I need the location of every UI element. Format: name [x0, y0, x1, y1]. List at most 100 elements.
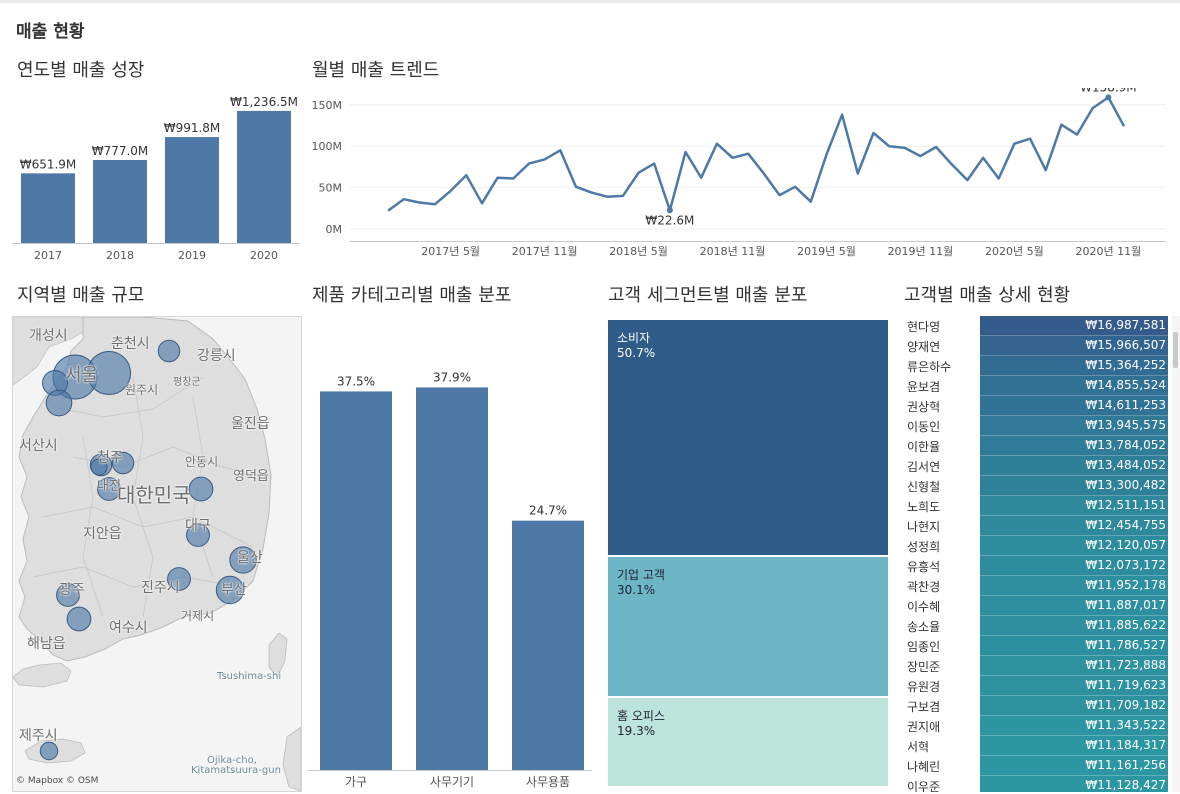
table-row[interactable]: 송소율 ₩11,885,622 [900, 616, 1168, 636]
customer-sales-value: ₩13,784,052 [1085, 438, 1166, 452]
customer-sales-value: ₩11,184,317 [1085, 738, 1166, 752]
customer-name: 류은하수 [907, 360, 952, 374]
category-sales-title: 제품 카테고리별 매출 분포 [312, 285, 512, 306]
category-data-label: 37.5% [337, 374, 375, 388]
map-place-label: 원주시 [125, 383, 159, 397]
monthly-trend-chart: 0M 50M 100M 150M 2017년 5월 2017년 11월 2018년 5월 20… [312, 88, 1166, 258]
monthly-y-tick-label: 150M [312, 99, 343, 112]
customer-name: 노희도 [907, 500, 941, 514]
map-bubble-경북 [188, 476, 214, 502]
customer-sales-value: ₩11,709,182 [1085, 698, 1166, 712]
map-bubble-부산 [215, 575, 245, 605]
customer-name: 곽찬경 [907, 580, 941, 594]
region-sales-map[interactable]: 개성시 춘천시 강릉시 서울 원주시 평창군 울진읍 서산시 청주 안동시 영덕읍 대전 대한민국 대구 지… [12, 316, 302, 792]
yearly-tick-label: 2017 [34, 249, 62, 262]
customer-sales-value: ₩11,719,623 [1085, 678, 1166, 692]
table-row[interactable]: 나현지 ₩12,454,755 [900, 516, 1168, 536]
customer-sales-cell: ₩11,343,522 [980, 716, 1168, 736]
customer-name: 이수혜 [907, 600, 941, 614]
customer-name: 서혁 [907, 740, 930, 754]
customer-sales-cell: ₩14,855,524 [980, 376, 1168, 396]
customer-sales-value: ₩11,723,888 [1085, 658, 1166, 672]
monthly-x-tick-label: 2020년 11월 [1075, 245, 1141, 258]
map-bubble-경기 [86, 350, 132, 396]
monthly-x-tick-label: 2018년 5월 [609, 245, 668, 258]
table-row[interactable]: 서혁 ₩11,184,317 [900, 736, 1168, 756]
category-bar [320, 391, 392, 770]
table-row[interactable]: 김서연 ₩13,484,052 [900, 456, 1168, 476]
customer-sales-value: ₩11,786,527 [1085, 638, 1166, 652]
map-place-label: 서산시 [19, 438, 58, 454]
map-place-label: Ojika-cho, [207, 755, 257, 766]
customer-sales-cell: ₩11,885,622 [980, 616, 1168, 636]
table-row[interactable]: 노희도 ₩12,511,151 [900, 496, 1168, 516]
table-row[interactable]: 구보겸 ₩11,709,182 [900, 696, 1168, 716]
table-row[interactable]: 곽찬경 ₩11,952,178 [900, 576, 1168, 596]
table-row[interactable]: 장민준 ₩11,723,888 [900, 656, 1168, 676]
table-row[interactable]: 나혜린 ₩11,161,256 [900, 756, 1168, 776]
customer-sales-table[interactable]: 현다영 ₩16,987,581 양재연 ₩15,966,507 류은하수 ₩15,364,… [900, 316, 1168, 792]
customer-name: 나현지 [907, 520, 941, 534]
category-sales-chart: 37.5% 가구 37.9% 사무기기 24.7% 사무용품 [308, 370, 592, 789]
top-divider [0, 0, 1180, 3]
scrollbar-thumb[interactable] [1173, 332, 1178, 368]
treemap-cell-label: 홈 오피스 [617, 709, 665, 723]
table-row[interactable]: 이수혜 ₩11,887,017 [900, 596, 1168, 616]
table-row[interactable]: 권지애 ₩11,343,522 [900, 716, 1168, 736]
customer-sales-cell: ₩13,300,482 [980, 476, 1168, 496]
map-bubble-충남 [45, 389, 73, 417]
table-row[interactable]: 이동인 ₩13,945,575 [900, 416, 1168, 436]
table-row[interactable]: 현다영 ₩16,987,581 [900, 316, 1168, 336]
treemap-cell-label: 소비자 [617, 331, 651, 345]
customer-sales-cell: ₩13,945,575 [980, 416, 1168, 436]
customer-sales-value: ₩12,073,172 [1085, 558, 1166, 572]
segment-treemap: 소비자 50.7% 기업 고객 30.1% 홈 오피스 19.3% [608, 320, 888, 788]
yearly-bar [165, 137, 219, 243]
table-row[interactable]: 권상혁 ₩14,611,253 [900, 396, 1168, 416]
segment-sales-title: 고객 세그먼트별 매출 분포 [608, 285, 808, 306]
customer-sales-cell: ₩16,987,581 [980, 316, 1168, 336]
customer-sales-cell: ₩15,364,252 [980, 356, 1168, 376]
table-scrollbar[interactable] [1172, 316, 1180, 792]
table-row[interactable]: 이우준 ₩11,128,427 [900, 776, 1168, 792]
customer-sales-value: ₩12,511,151 [1085, 498, 1166, 512]
yearly-data-label: ₩777.0M [92, 144, 149, 158]
customer-name: 임종인 [907, 640, 941, 654]
map-place-label: 평창군 [173, 377, 201, 388]
map-place-label: 거제시 [181, 609, 215, 623]
map-islands [13, 662, 72, 688]
table-row[interactable]: 류은하수 ₩15,364,252 [900, 356, 1168, 376]
customer-sales-cell: ₩12,120,057 [980, 536, 1168, 556]
table-row[interactable]: 양재연 ₩15,966,507 [900, 336, 1168, 356]
table-row[interactable]: 유흥석 ₩12,073,172 [900, 556, 1168, 576]
customer-sales-value: ₩16,987,581 [1085, 318, 1166, 332]
table-row[interactable]: 이한율 ₩13,784,052 [900, 436, 1168, 456]
customer-sales-value: ₩15,966,507 [1085, 338, 1166, 352]
customer-sales-cell: ₩11,719,623 [980, 676, 1168, 696]
map-bubble-전북 [97, 477, 121, 501]
category-tick-label: 사무용품 [526, 775, 570, 789]
map-place-label: 안동시 [185, 455, 219, 469]
table-row[interactable]: 윤보겸 ₩14,855,524 [900, 376, 1168, 396]
table-row[interactable]: 신형철 ₩13,300,482 [900, 476, 1168, 496]
customer-sales-cell: ₩12,511,151 [980, 496, 1168, 516]
table-row[interactable]: 성정희 ₩12,120,057 [900, 536, 1168, 556]
map-place-label: 영덕읍 [233, 469, 269, 484]
map-place-label: 강릉시 [197, 348, 236, 364]
table-row[interactable]: 유원경 ₩11,719,623 [900, 676, 1168, 696]
monthly-x-tick-label: 2017년 5월 [421, 245, 480, 258]
yearly-tick-label: 2018 [106, 249, 134, 262]
customer-sales-value: ₩11,343,522 [1085, 718, 1166, 732]
map-place-label: 춘천시 [111, 336, 150, 352]
treemap-cell: 홈 오피스 19.3% [608, 698, 888, 788]
table-row[interactable]: 임종인 ₩11,786,527 [900, 636, 1168, 656]
treemap-cell-percent: 19.3% [617, 724, 656, 738]
map-place-label: 개성시 [29, 328, 68, 344]
map-province-border [32, 566, 244, 588]
monthly-y-tick-label: 50M [319, 182, 343, 195]
customer-sales-value: ₩14,855,524 [1085, 378, 1166, 392]
monthly-annotation-point [1105, 94, 1112, 101]
customer-sales-cell: ₩12,073,172 [980, 556, 1168, 576]
treemap-cell: 기업 고객 30.1% [608, 557, 888, 698]
map-canvas [13, 317, 301, 791]
